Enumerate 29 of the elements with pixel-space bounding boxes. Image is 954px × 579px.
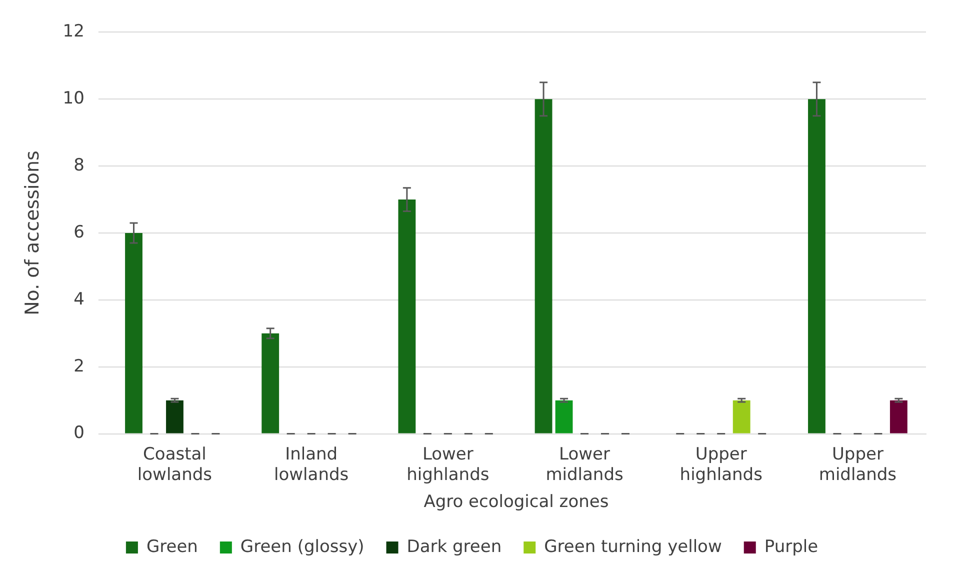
x-axis-title: Agro ecological zones — [424, 492, 609, 512]
bar — [890, 400, 908, 434]
y-tick-label: 10 — [62, 88, 84, 109]
y-tick-label: 8 — [74, 155, 84, 176]
legend-label: Purple — [764, 536, 818, 557]
y-tick-label: 2 — [74, 356, 84, 376]
bar — [166, 400, 184, 434]
bar — [262, 333, 280, 434]
y-tick-label: 0 — [74, 423, 84, 444]
y-tick-label: 6 — [74, 222, 84, 242]
legend-label: Green turning yellow — [544, 536, 722, 557]
legend-label: Dark green — [406, 536, 502, 557]
x-tick-label: Upper highlands — [680, 444, 763, 485]
x-tick-label: Lower midlands — [546, 444, 624, 485]
legend-label: Green (glossy) — [240, 536, 364, 557]
legend-label: Green — [146, 536, 198, 557]
y-axis-title: No. of accessions — [21, 150, 44, 316]
bar — [808, 99, 826, 434]
x-tick-label: Lower highlands — [406, 444, 490, 485]
x-tick-label: Inland lowlands — [274, 444, 349, 485]
bar — [398, 200, 416, 434]
bar — [534, 99, 552, 434]
bar — [555, 400, 573, 434]
x-tick-label: Upper midlands — [818, 444, 897, 485]
x-tick-label: Coastal lowlands — [137, 444, 212, 485]
y-tick-label: 4 — [74, 289, 84, 310]
bar — [732, 400, 750, 434]
y-tick-label: 12 — [62, 22, 84, 42]
bar — [125, 233, 142, 434]
